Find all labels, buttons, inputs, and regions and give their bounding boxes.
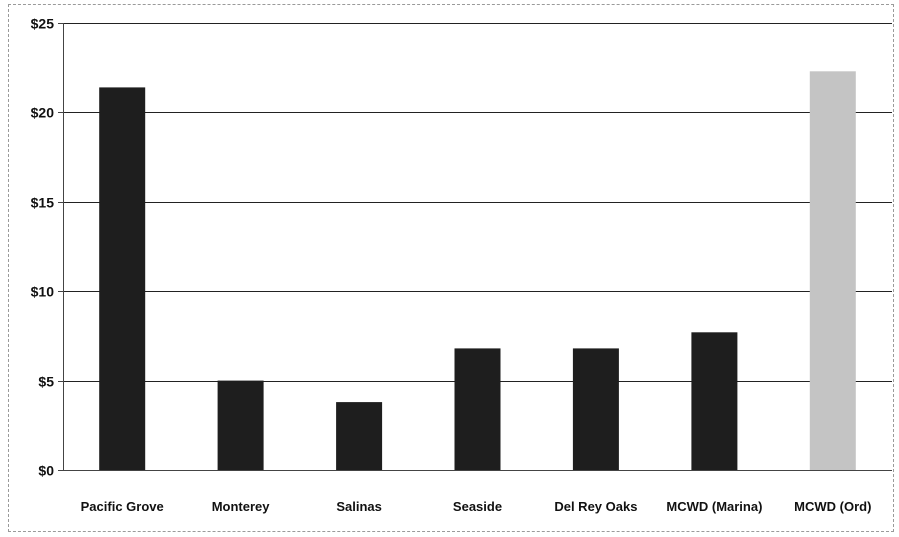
x-tick-label: Salinas [336,499,382,514]
y-tick-label: $0 [38,463,54,479]
bar-mcwd-marina [691,332,738,470]
bars [99,71,856,471]
y-tick-label: $5 [38,374,54,390]
y-tick-label: $10 [31,284,55,300]
bar-salinas [336,402,383,470]
bar-pacific-grove [99,87,146,471]
x-tick-label: Seaside [453,499,502,514]
y-tick-label: $20 [31,105,55,121]
y-tick-label: $15 [31,195,55,211]
bar-mcwd-ord [809,71,856,471]
y-tick-labels: $0 $5 $10 $15 $20 $25 [31,16,55,479]
x-tick-labels: Pacific Grove Monterey Salinas Seaside Del R… [81,499,872,514]
x-tick-label: Monterey [212,499,271,514]
bar-seaside [454,348,501,470]
y-tick-label: $25 [31,16,55,32]
x-tick-label: MCWD (Ord) [794,499,871,514]
bar-del-rey-oaks [572,348,619,470]
axes [58,23,892,471]
chart-frame [8,4,894,532]
bar-monterey [217,380,264,470]
x-tick-label: Del Rey Oaks [554,499,637,514]
gridlines [63,23,892,382]
x-tick-label: MCWD (Marina) [666,499,762,514]
x-tick-label: Pacific Grove [81,499,164,514]
